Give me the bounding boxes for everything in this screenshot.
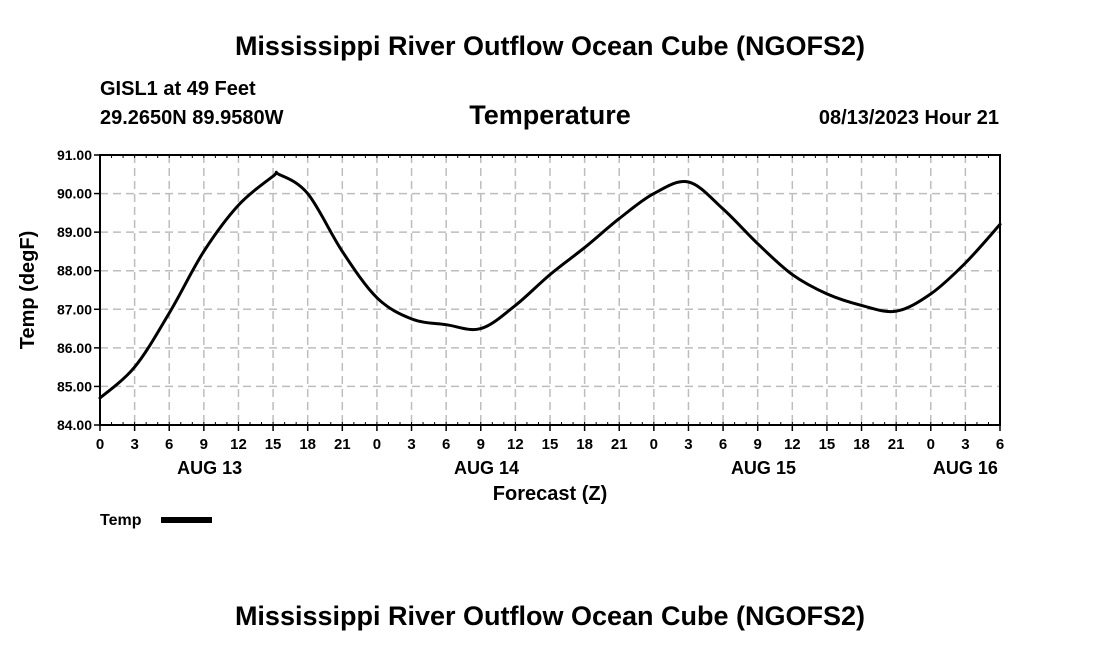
forecast-datetime: 08/13/2023 Hour 21 bbox=[819, 107, 999, 129]
y-tick-label: 87.00 bbox=[57, 301, 92, 317]
x-tick-label: 9 bbox=[754, 436, 762, 453]
x-tick-label: 18 bbox=[853, 436, 870, 453]
x-tick-label: 15 bbox=[542, 436, 559, 453]
x-tick-label: 12 bbox=[507, 436, 524, 453]
x-tick-label: 21 bbox=[334, 436, 351, 453]
x-tick-label: 9 bbox=[200, 436, 208, 453]
x-axis-label: Forecast (Z) bbox=[493, 483, 607, 505]
x-tick-label: 0 bbox=[650, 436, 658, 453]
x-day-label: AUG 15 bbox=[731, 458, 796, 478]
y-axis-tick-labels: 84.00 85.00 86.00 87.00 88.00 89.00 90.00 91.00 bbox=[57, 147, 92, 433]
y-tick-label: 88.00 bbox=[57, 263, 92, 279]
x-tick-label: 0 bbox=[96, 436, 104, 453]
y-tick-label: 85.00 bbox=[57, 378, 92, 394]
x-tick-label: 18 bbox=[299, 436, 316, 453]
x-tick-label: 6 bbox=[165, 436, 173, 453]
x-tick-label: 6 bbox=[719, 436, 727, 453]
y-tick-label: 91.00 bbox=[57, 147, 92, 163]
station-label: GISL1 at 49 Feet bbox=[100, 78, 256, 100]
plot-frame bbox=[99, 154, 1001, 426]
chart-main-title: Mississippi River Outflow Ocean Cube (NG… bbox=[235, 31, 865, 61]
x-tick-label: 0 bbox=[373, 436, 381, 453]
x-tick-label: 12 bbox=[230, 436, 247, 453]
x-tick-label: 15 bbox=[819, 436, 836, 453]
tick-marks bbox=[94, 154, 1001, 431]
x-tick-label: 21 bbox=[611, 436, 628, 453]
x-tick-label: 3 bbox=[684, 436, 692, 453]
x-tick-label: 3 bbox=[407, 436, 415, 453]
x-day-label: AUG 14 bbox=[454, 458, 519, 478]
station-coordinates: 29.2650N 89.9580W bbox=[100, 107, 284, 129]
x-axis-tick-labels: 0 3 6 9 12 15 18 21 0 3 6 9 12 15 18 21 0 3 6 9 12 15 18 21 0 3 6 bbox=[96, 436, 1004, 453]
x-tick-label: 15 bbox=[265, 436, 282, 453]
x-tick-label: 0 bbox=[927, 436, 935, 453]
x-axis-day-labels: AUG 13 AUG 14 AUG 15 AUG 16 bbox=[177, 458, 998, 478]
x-tick-label: 3 bbox=[130, 436, 138, 453]
x-tick-label: 18 bbox=[576, 436, 593, 453]
grid-lines bbox=[100, 155, 1000, 425]
y-tick-label: 90.00 bbox=[57, 186, 92, 202]
x-day-label: AUG 13 bbox=[177, 458, 242, 478]
legend: Temp bbox=[100, 512, 212, 529]
temp-series-line bbox=[98, 170, 1002, 400]
x-tick-label: 6 bbox=[996, 436, 1004, 453]
y-tick-label: 84.00 bbox=[57, 417, 92, 433]
x-tick-label: 12 bbox=[784, 436, 801, 453]
chart-footer-title: Mississippi River Outflow Ocean Cube (NG… bbox=[235, 601, 865, 631]
y-tick-label: 89.00 bbox=[57, 224, 92, 240]
x-tick-label: 3 bbox=[961, 436, 969, 453]
chart-variable-title: Temperature bbox=[469, 100, 631, 130]
x-day-label: AUG 16 bbox=[933, 458, 998, 478]
x-tick-label: 6 bbox=[442, 436, 450, 453]
legend-line-swatch bbox=[161, 517, 212, 523]
y-axis-label: Temp (degF) bbox=[17, 231, 39, 350]
x-tick-label: 9 bbox=[477, 436, 485, 453]
y-tick-label: 86.00 bbox=[57, 340, 92, 356]
legend-label: Temp bbox=[100, 512, 142, 529]
x-tick-label: 21 bbox=[888, 436, 905, 453]
